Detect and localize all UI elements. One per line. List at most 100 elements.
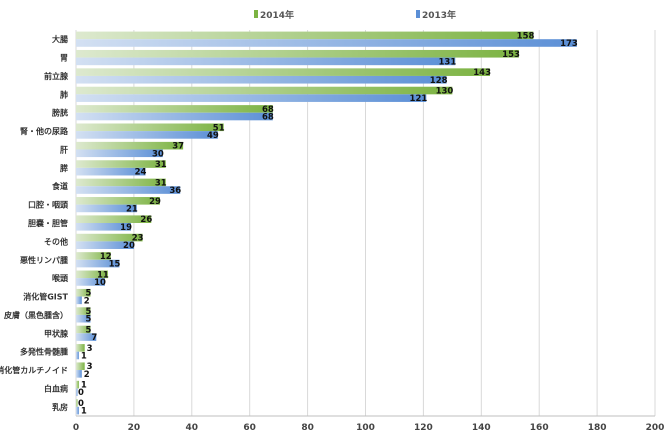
data-label: 143: [473, 68, 491, 78]
data-label: 36: [169, 186, 181, 196]
data-label: 5: [86, 315, 92, 325]
data-label: 68: [262, 105, 274, 115]
category-label: 膀胱: [51, 108, 68, 118]
data-label: 49: [207, 131, 219, 141]
bar-series-2014: [76, 307, 91, 315]
data-label: 11: [97, 270, 109, 280]
data-label: 31: [155, 178, 167, 188]
bar-series-2013: [76, 57, 456, 66]
category-label: 腎・他の尿路: [20, 126, 69, 136]
x-tick-label: 80: [301, 423, 314, 433]
bar-series-2014: [76, 270, 108, 279]
x-tick-label: 180: [588, 423, 607, 433]
bar-series-2013: [76, 314, 91, 323]
category-label: 消化管カルチノイド: [0, 365, 68, 375]
data-label: 68: [262, 113, 274, 123]
data-label: 153: [502, 50, 520, 60]
bar-series-2013: [76, 278, 105, 286]
data-label: 3: [87, 344, 93, 354]
data-label: 51: [213, 123, 225, 133]
bar-series-2013: [76, 406, 79, 415]
data-label: 37: [172, 142, 184, 152]
category-label: 膵: [60, 163, 68, 173]
data-label: 0: [78, 399, 84, 409]
legend-label: 2013年: [422, 9, 456, 21]
bar-series-2013: [76, 149, 163, 158]
bar-series-2014: [76, 141, 184, 150]
bar-series-2013: [76, 259, 120, 268]
bar-series-2014: [76, 49, 519, 58]
bar-series-2014: [76, 252, 111, 260]
bars: [76, 31, 577, 415]
bar-series-2013: [76, 388, 78, 397]
x-tick-label: 20: [128, 423, 141, 433]
data-label: 5: [86, 307, 92, 317]
bar-series-2014: [76, 344, 85, 352]
data-label: 1: [81, 407, 87, 417]
bar-series-2014: [76, 197, 160, 205]
data-label: 130: [436, 87, 454, 97]
bar-series-2014: [76, 399, 78, 407]
x-tick-label: 60: [243, 423, 256, 433]
bar-series-2014: [76, 160, 166, 168]
bar-series-2013: [76, 112, 273, 121]
bar-series-2013: [76, 186, 181, 194]
data-label: 158: [517, 31, 535, 41]
data-label: 173: [560, 39, 578, 49]
data-label: 1: [81, 381, 87, 391]
bar-series-2014: [76, 362, 85, 371]
data-label: 29: [149, 197, 161, 207]
category-label: 口腔・咽頭: [28, 200, 69, 210]
data-label: 5: [86, 289, 92, 299]
data-label: 19: [120, 223, 132, 233]
category-label: 前立腺: [44, 71, 69, 81]
category-label: 大腸: [52, 34, 68, 44]
bar-series-2013: [76, 75, 447, 84]
bar-series-2013: [76, 333, 97, 341]
data-label: 1: [81, 351, 87, 361]
bar-series-2014: [76, 215, 152, 223]
bar-series-2013: [76, 39, 577, 47]
category-label: 悪性リンパ腫: [20, 255, 68, 265]
legend: 2014年 2013年: [254, 9, 456, 21]
bar-series-2014: [76, 325, 91, 334]
category-label: 消化管GIST: [23, 292, 68, 302]
category-label: 皮膚（黒色腫含）: [3, 310, 68, 320]
category-label: 喉頭: [52, 273, 69, 283]
data-label: 10: [94, 278, 106, 288]
bar-series-2013: [76, 204, 137, 213]
bar-series-2014: [76, 288, 91, 297]
data-label: 23: [132, 234, 144, 244]
data-label: 31: [155, 160, 167, 170]
category-label: 多発性骨髄腫: [20, 347, 68, 357]
data-label: 30: [152, 149, 164, 159]
data-label: 5: [86, 325, 92, 335]
legend-swatch: [254, 10, 258, 18]
bar-series-2014: [76, 123, 224, 132]
bar-series-2014: [76, 31, 534, 40]
data-label: 21: [126, 204, 138, 214]
bar-series-2013: [76, 296, 82, 305]
data-label: 121: [410, 94, 428, 104]
data-label: 7: [91, 333, 97, 343]
legend-label: 2014年: [260, 9, 294, 21]
category-label: 甲状腺: [44, 328, 69, 338]
data-label: 131: [438, 57, 456, 67]
x-tick-label: 120: [414, 423, 433, 433]
bar-series-2013: [76, 131, 218, 139]
category-label: 食道: [52, 181, 68, 191]
data-label: 3: [87, 362, 93, 372]
data-label: 15: [109, 260, 121, 270]
data-label: 2: [84, 370, 90, 380]
x-tick-label: 0: [73, 423, 79, 433]
data-label: 12: [100, 252, 112, 262]
category-label: 乳房: [52, 402, 68, 412]
category-label: 白血病: [44, 383, 68, 393]
category-label: その他: [44, 236, 68, 246]
category-label: 胆嚢・胆管: [28, 218, 68, 228]
category-label: 肝: [60, 145, 68, 154]
data-label: 24: [135, 168, 147, 178]
legend-swatch: [416, 10, 420, 18]
